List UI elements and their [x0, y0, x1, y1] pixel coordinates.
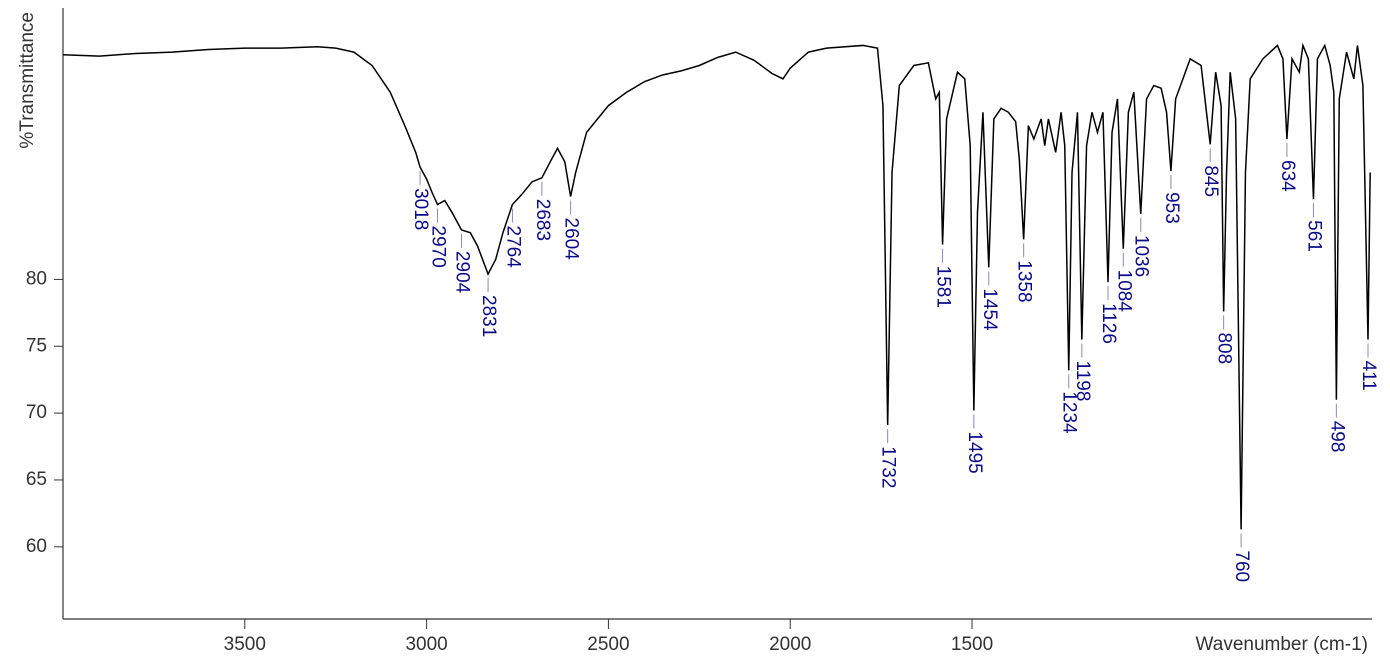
peak-label: 498	[1326, 421, 1347, 453]
peak-label: 2970	[428, 226, 449, 268]
peak-label: 1198	[1072, 361, 1093, 402]
y-tick-label: 60	[26, 536, 47, 557]
peak-label: 760	[1231, 550, 1252, 582]
peak-label: 3018	[410, 188, 431, 230]
peak-label: 2683	[532, 199, 553, 241]
peak-label: 634	[1277, 160, 1298, 192]
peak-label: 1495	[964, 431, 985, 473]
y-tick-label: 65	[26, 469, 47, 490]
peak-label: 1084	[1113, 270, 1134, 313]
peak-label: 1234	[1059, 391, 1080, 434]
peak-label: 1036	[1131, 235, 1152, 277]
peak-label: 953	[1161, 192, 1182, 224]
x-tick-label: 3500	[224, 634, 266, 655]
x-tick-label: 2500	[587, 634, 629, 655]
y-tick-label: 80	[26, 268, 47, 289]
y-axis-label: %Transmittance	[17, 12, 38, 149]
spectrum-line	[62, 42, 1371, 530]
peak-label: 2831	[478, 295, 499, 337]
peak-label: 411	[1358, 361, 1379, 391]
peak-label: 1358	[1014, 260, 1035, 302]
peak-label: 1581	[933, 266, 954, 308]
peak-label: 2904	[452, 251, 473, 294]
y-tick-label: 75	[26, 335, 47, 356]
peak-label: 1454	[979, 288, 1000, 331]
x-tick-label: 1500	[951, 634, 993, 655]
peak-label: 561	[1303, 220, 1324, 252]
peak-label: 845	[1200, 165, 1221, 197]
x-axis-label: Wavenumber (cm-1)	[1196, 634, 1368, 655]
peak-label: 808	[1214, 332, 1235, 364]
y-tick-label: 70	[26, 402, 47, 423]
peak-label: 1732	[878, 446, 899, 488]
x-tick-label: 3000	[405, 634, 447, 655]
x-tick-label: 2000	[769, 634, 811, 655]
peak-label: 2764	[502, 226, 523, 269]
peak-label: 2604	[561, 218, 582, 261]
peak-label: 1126	[1098, 303, 1119, 344]
